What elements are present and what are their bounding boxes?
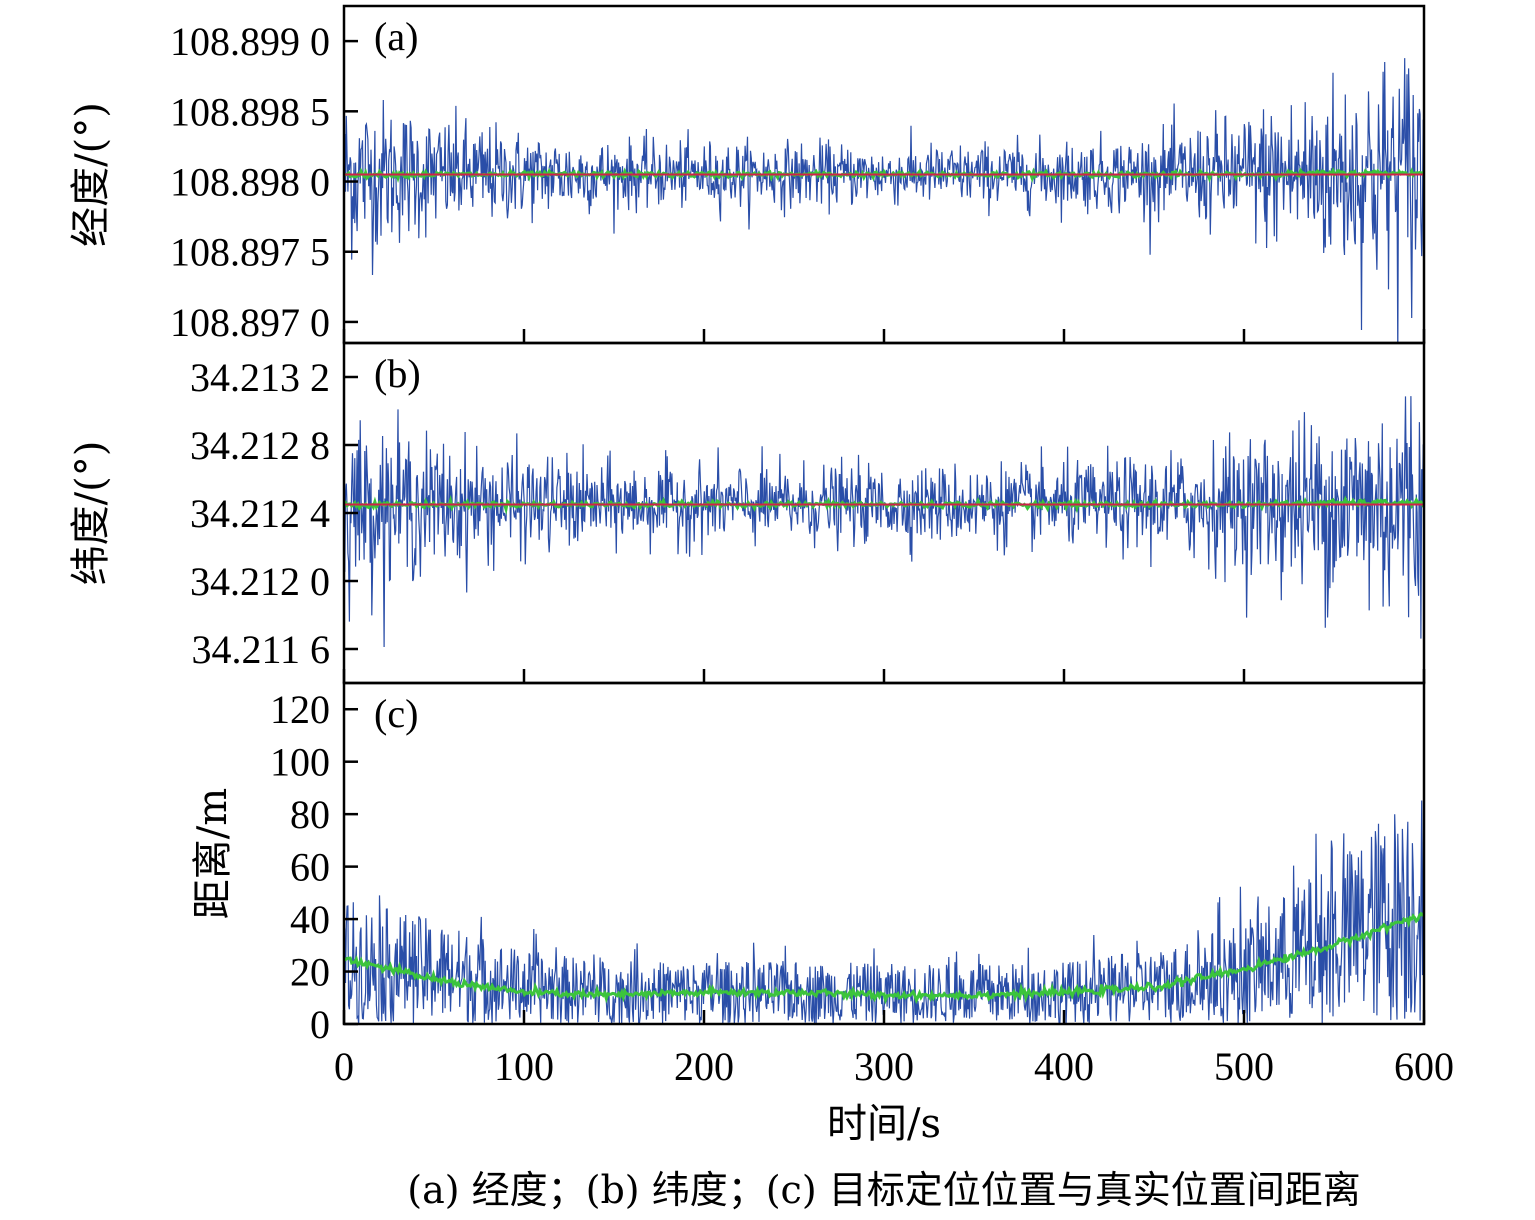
y-axis-title: 距离/m (190, 788, 236, 919)
x-tick-label: 400 (1034, 1044, 1094, 1089)
y-axis-title: 纬度/(°) (68, 441, 114, 586)
y-tick-label: 108.897 0 (170, 300, 330, 345)
y-tick-label: 34.212 4 (190, 491, 330, 536)
y-tick-label: 100 (270, 740, 330, 785)
x-axis-title: 时间/s (827, 1101, 941, 1147)
y-tick-label: 120 (270, 687, 330, 732)
x-tick-label: 0 (334, 1044, 354, 1089)
panel-tag: (b) (374, 351, 421, 396)
panel-c-distance: 0 20 40 60 80 100 120 (c) 距离/m (190, 681, 1426, 1047)
x-tick-label: 600 (1394, 1044, 1454, 1089)
y-tick-label: 108.898 0 (170, 160, 330, 205)
panel-a-longitude: 108.897 0 108.897 5 108.898 0 108.898 5 108.… (68, 4, 1426, 345)
x-axis: 0 100 200 300 400 500 600 (334, 1044, 1454, 1089)
x-tick-label: 100 (494, 1044, 554, 1089)
x-tick-label: 500 (1214, 1044, 1274, 1089)
y-tick-label: 0 (310, 1002, 330, 1047)
y-tick-label: 108.897 5 (170, 230, 330, 275)
panel-tag: (a) (374, 14, 418, 59)
plot-area (344, 58, 1424, 343)
plot-area (344, 396, 1424, 648)
y-tick-label: 40 (290, 897, 330, 942)
y-tick-label: 108.899 0 (170, 19, 330, 64)
panel-b-latitude: 34.211 6 34.212 0 34.212 4 34.212 8 34.213 2… (68, 341, 1426, 685)
figure-caption: (a) 经度；(b) 纬度；(c) 目标定位位置与真实位置间距离 (407, 1168, 1360, 1212)
series-noisy-estimate (344, 396, 1424, 648)
series-filtered (344, 911, 1424, 1005)
y-tick-label: 20 (290, 950, 330, 995)
y-tick-label: 60 (290, 845, 330, 890)
y-tick-label: 34.212 8 (190, 423, 330, 468)
y-tick-label: 34.213 2 (190, 355, 330, 400)
y-tick-label: 80 (290, 792, 330, 837)
x-tick-label: 200 (674, 1044, 734, 1089)
y-tick-label: 34.212 0 (190, 559, 330, 604)
y-axis-title: 经度/(°) (68, 102, 114, 247)
y-tick-label: 34.211 6 (191, 627, 330, 672)
x-tick-label: 300 (854, 1044, 914, 1089)
panel-tag: (c) (374, 691, 418, 736)
plot-area (344, 787, 1424, 1024)
y-tick-label: 108.898 5 (170, 89, 330, 134)
series-noisy-estimate (344, 58, 1424, 343)
